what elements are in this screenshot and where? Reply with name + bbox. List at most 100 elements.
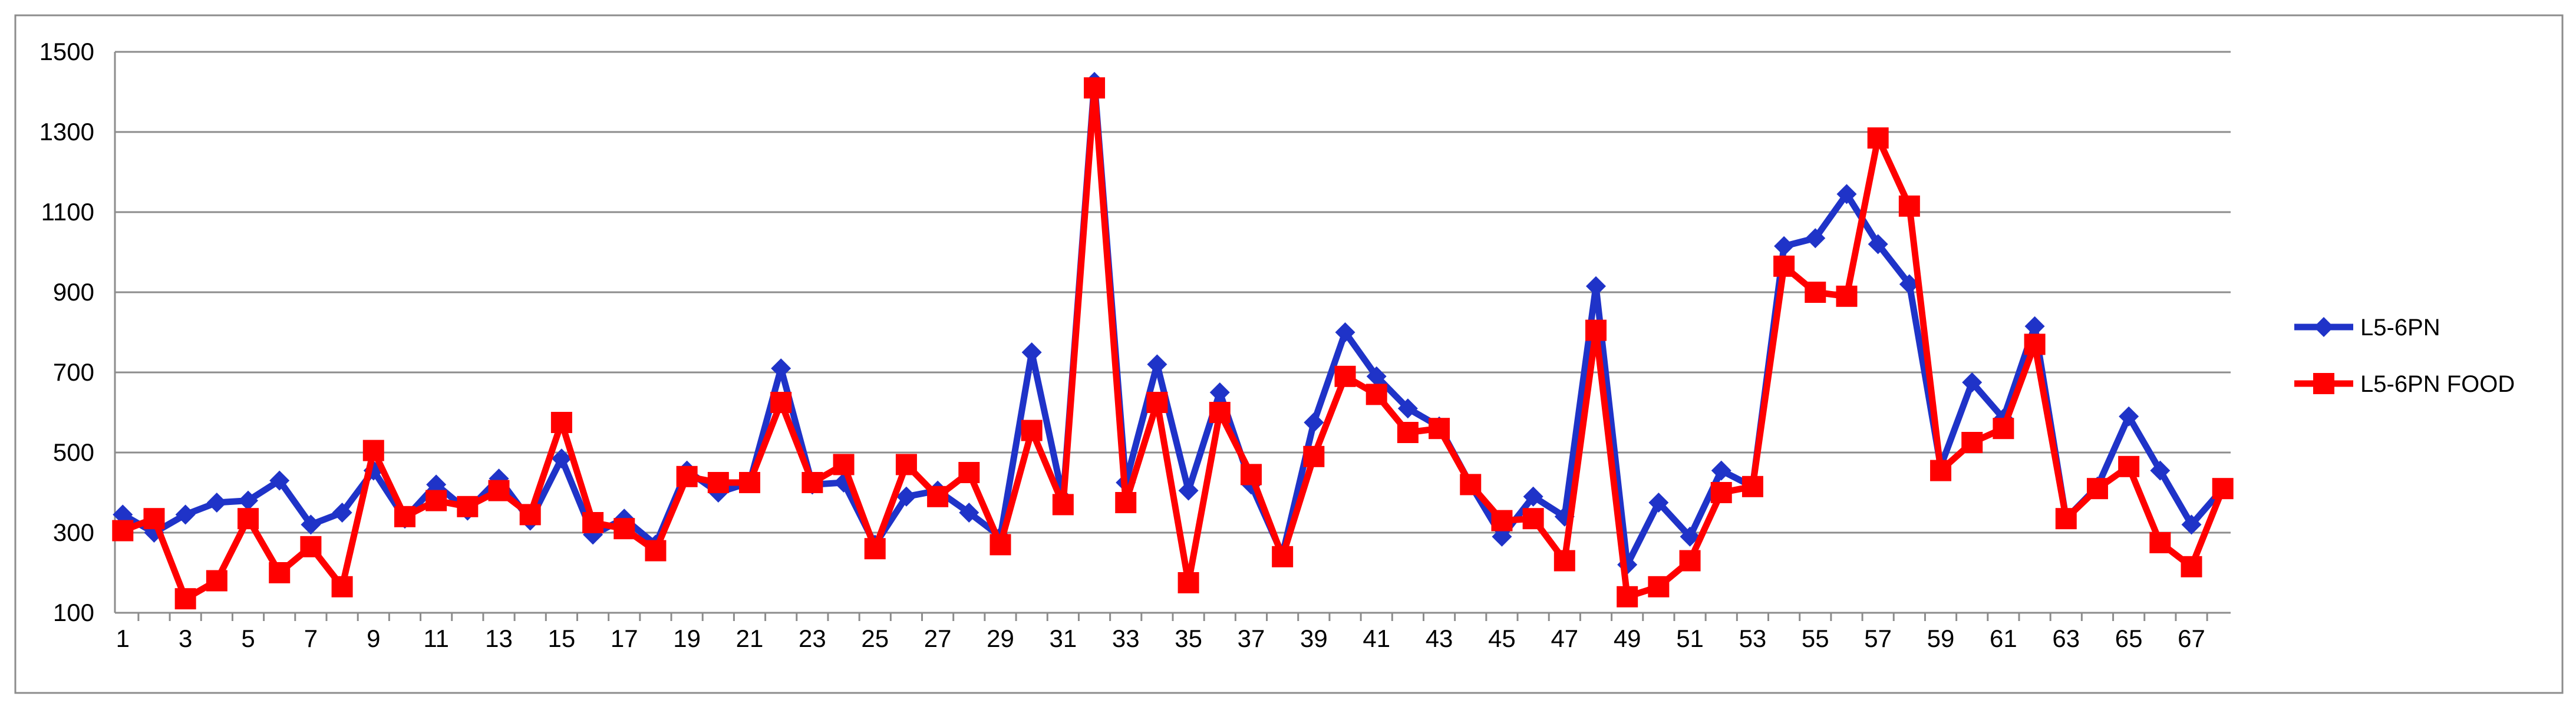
series-point-diamond bbox=[1147, 354, 1167, 375]
series-point-square bbox=[1867, 127, 1889, 149]
series-point-diamond bbox=[426, 474, 447, 495]
series-point-square bbox=[1773, 255, 1795, 277]
series-point-square bbox=[1522, 508, 1544, 530]
series-point-diamond bbox=[771, 358, 791, 379]
series-point-square bbox=[770, 392, 792, 413]
series-point-square bbox=[488, 480, 510, 501]
x-tick-label: 9 bbox=[367, 625, 380, 652]
series-point-square bbox=[1429, 418, 1450, 440]
series-point-square bbox=[1397, 422, 1419, 443]
series-point-square bbox=[1930, 460, 1952, 481]
series-point-square bbox=[927, 486, 949, 507]
x-tick-label: 45 bbox=[1488, 625, 1516, 652]
axes bbox=[114, 52, 2231, 621]
series-point-square bbox=[614, 518, 635, 540]
x-tick-label: 25 bbox=[861, 625, 889, 652]
series-point-diamond bbox=[1774, 236, 1795, 256]
series-point-diamond bbox=[206, 493, 227, 513]
series-point-square bbox=[143, 508, 165, 530]
x-tick-label: 63 bbox=[2052, 625, 2080, 652]
x-tick-label: 1 bbox=[116, 625, 130, 652]
y-tick-label: 900 bbox=[53, 278, 94, 306]
x-tick-label: 49 bbox=[1614, 625, 1641, 652]
series-point-square bbox=[426, 490, 447, 511]
series-point-diamond bbox=[1868, 234, 1888, 255]
series-point-diamond bbox=[1805, 228, 1826, 249]
series bbox=[112, 72, 2234, 610]
gridlines bbox=[115, 51, 2231, 534]
x-tick-label: 3 bbox=[179, 625, 192, 652]
y-tick-label: 700 bbox=[53, 358, 94, 386]
series-point-square bbox=[676, 465, 698, 487]
series-point-square bbox=[958, 462, 980, 483]
series-point-diamond bbox=[1648, 493, 1669, 513]
series-point-square bbox=[1961, 432, 1983, 453]
legend-label: L5-6PN bbox=[2360, 315, 2440, 341]
series-point-square bbox=[1115, 492, 1137, 513]
series-point-diamond bbox=[301, 514, 321, 535]
x-tick-label: 19 bbox=[673, 625, 701, 652]
series-point-square bbox=[2086, 478, 2108, 500]
series-point-diamond bbox=[1178, 480, 1199, 501]
x-tick-label: 17 bbox=[611, 625, 638, 652]
series-point-square bbox=[645, 540, 667, 562]
x-tick-label: 33 bbox=[1112, 625, 1140, 652]
y-tick-label: 500 bbox=[53, 438, 94, 466]
series-point-square bbox=[112, 520, 134, 541]
y-tick-label: 1100 bbox=[41, 198, 94, 226]
x-tick-label: 67 bbox=[2178, 625, 2205, 652]
series-point-square bbox=[1836, 285, 1858, 307]
chart-frame bbox=[14, 14, 2564, 694]
series-point-square bbox=[707, 472, 729, 493]
series-point-square bbox=[895, 454, 917, 475]
x-tick-label: 23 bbox=[799, 625, 826, 652]
x-tick-label: 11 bbox=[423, 625, 449, 652]
y-tick-label: 1300 bbox=[39, 118, 94, 146]
series-point-diamond bbox=[2150, 460, 2171, 481]
series-point-square bbox=[1617, 586, 1638, 607]
series-point-square bbox=[1648, 576, 1670, 597]
series-point-square bbox=[1334, 365, 1356, 387]
series-point-square bbox=[1460, 474, 1482, 496]
series-point-diamond bbox=[2024, 316, 2045, 336]
series-point-square bbox=[1679, 550, 1701, 572]
series-point-square bbox=[1365, 384, 1387, 405]
series-point-square bbox=[833, 454, 855, 475]
series-point-square bbox=[1052, 494, 1074, 516]
series-point-diamond bbox=[1836, 184, 1857, 204]
series-point-square bbox=[1177, 572, 1199, 593]
x-tick-label: 65 bbox=[2115, 625, 2143, 652]
x-tick-label: 35 bbox=[1175, 625, 1202, 652]
series-point-square bbox=[1303, 445, 1325, 467]
series-point-square bbox=[2118, 455, 2140, 477]
series-point-square bbox=[2313, 373, 2334, 394]
legend-item: L5-6PN FOOD bbox=[2294, 371, 2515, 397]
series-point-diamond bbox=[1397, 398, 1418, 419]
series-point-diamond bbox=[1711, 460, 1731, 481]
series-point-square bbox=[739, 472, 760, 493]
series-point-square bbox=[2212, 478, 2234, 500]
legend-label: L5-6PN FOOD bbox=[2360, 371, 2515, 397]
series-point-square bbox=[238, 508, 259, 530]
series-point-square bbox=[1741, 475, 1763, 497]
x-tick-label: 21 bbox=[736, 625, 764, 652]
series-point-square bbox=[1240, 464, 1262, 486]
y-tick-label: 1500 bbox=[39, 38, 94, 65]
x-tick-label: 47 bbox=[1551, 625, 1578, 652]
series-point-diamond bbox=[1962, 372, 1983, 392]
x-tick-label: 61 bbox=[1990, 625, 2017, 652]
legend: L5-6PN L5-6PN FOOD bbox=[2294, 315, 2515, 397]
x-tick-label: 43 bbox=[1426, 625, 1453, 652]
x-tick-label: 31 bbox=[1049, 625, 1077, 652]
series-point-square bbox=[2055, 508, 2077, 530]
series-point-diamond bbox=[238, 490, 259, 511]
x-tick-label: 59 bbox=[1927, 625, 1955, 652]
series-point-square bbox=[1146, 392, 1168, 413]
series-point-square bbox=[394, 506, 415, 527]
series-point-square bbox=[174, 588, 196, 610]
series-point-square bbox=[1021, 420, 1043, 441]
x-tick-label: 13 bbox=[485, 625, 513, 652]
series-point-square bbox=[1710, 482, 1732, 503]
